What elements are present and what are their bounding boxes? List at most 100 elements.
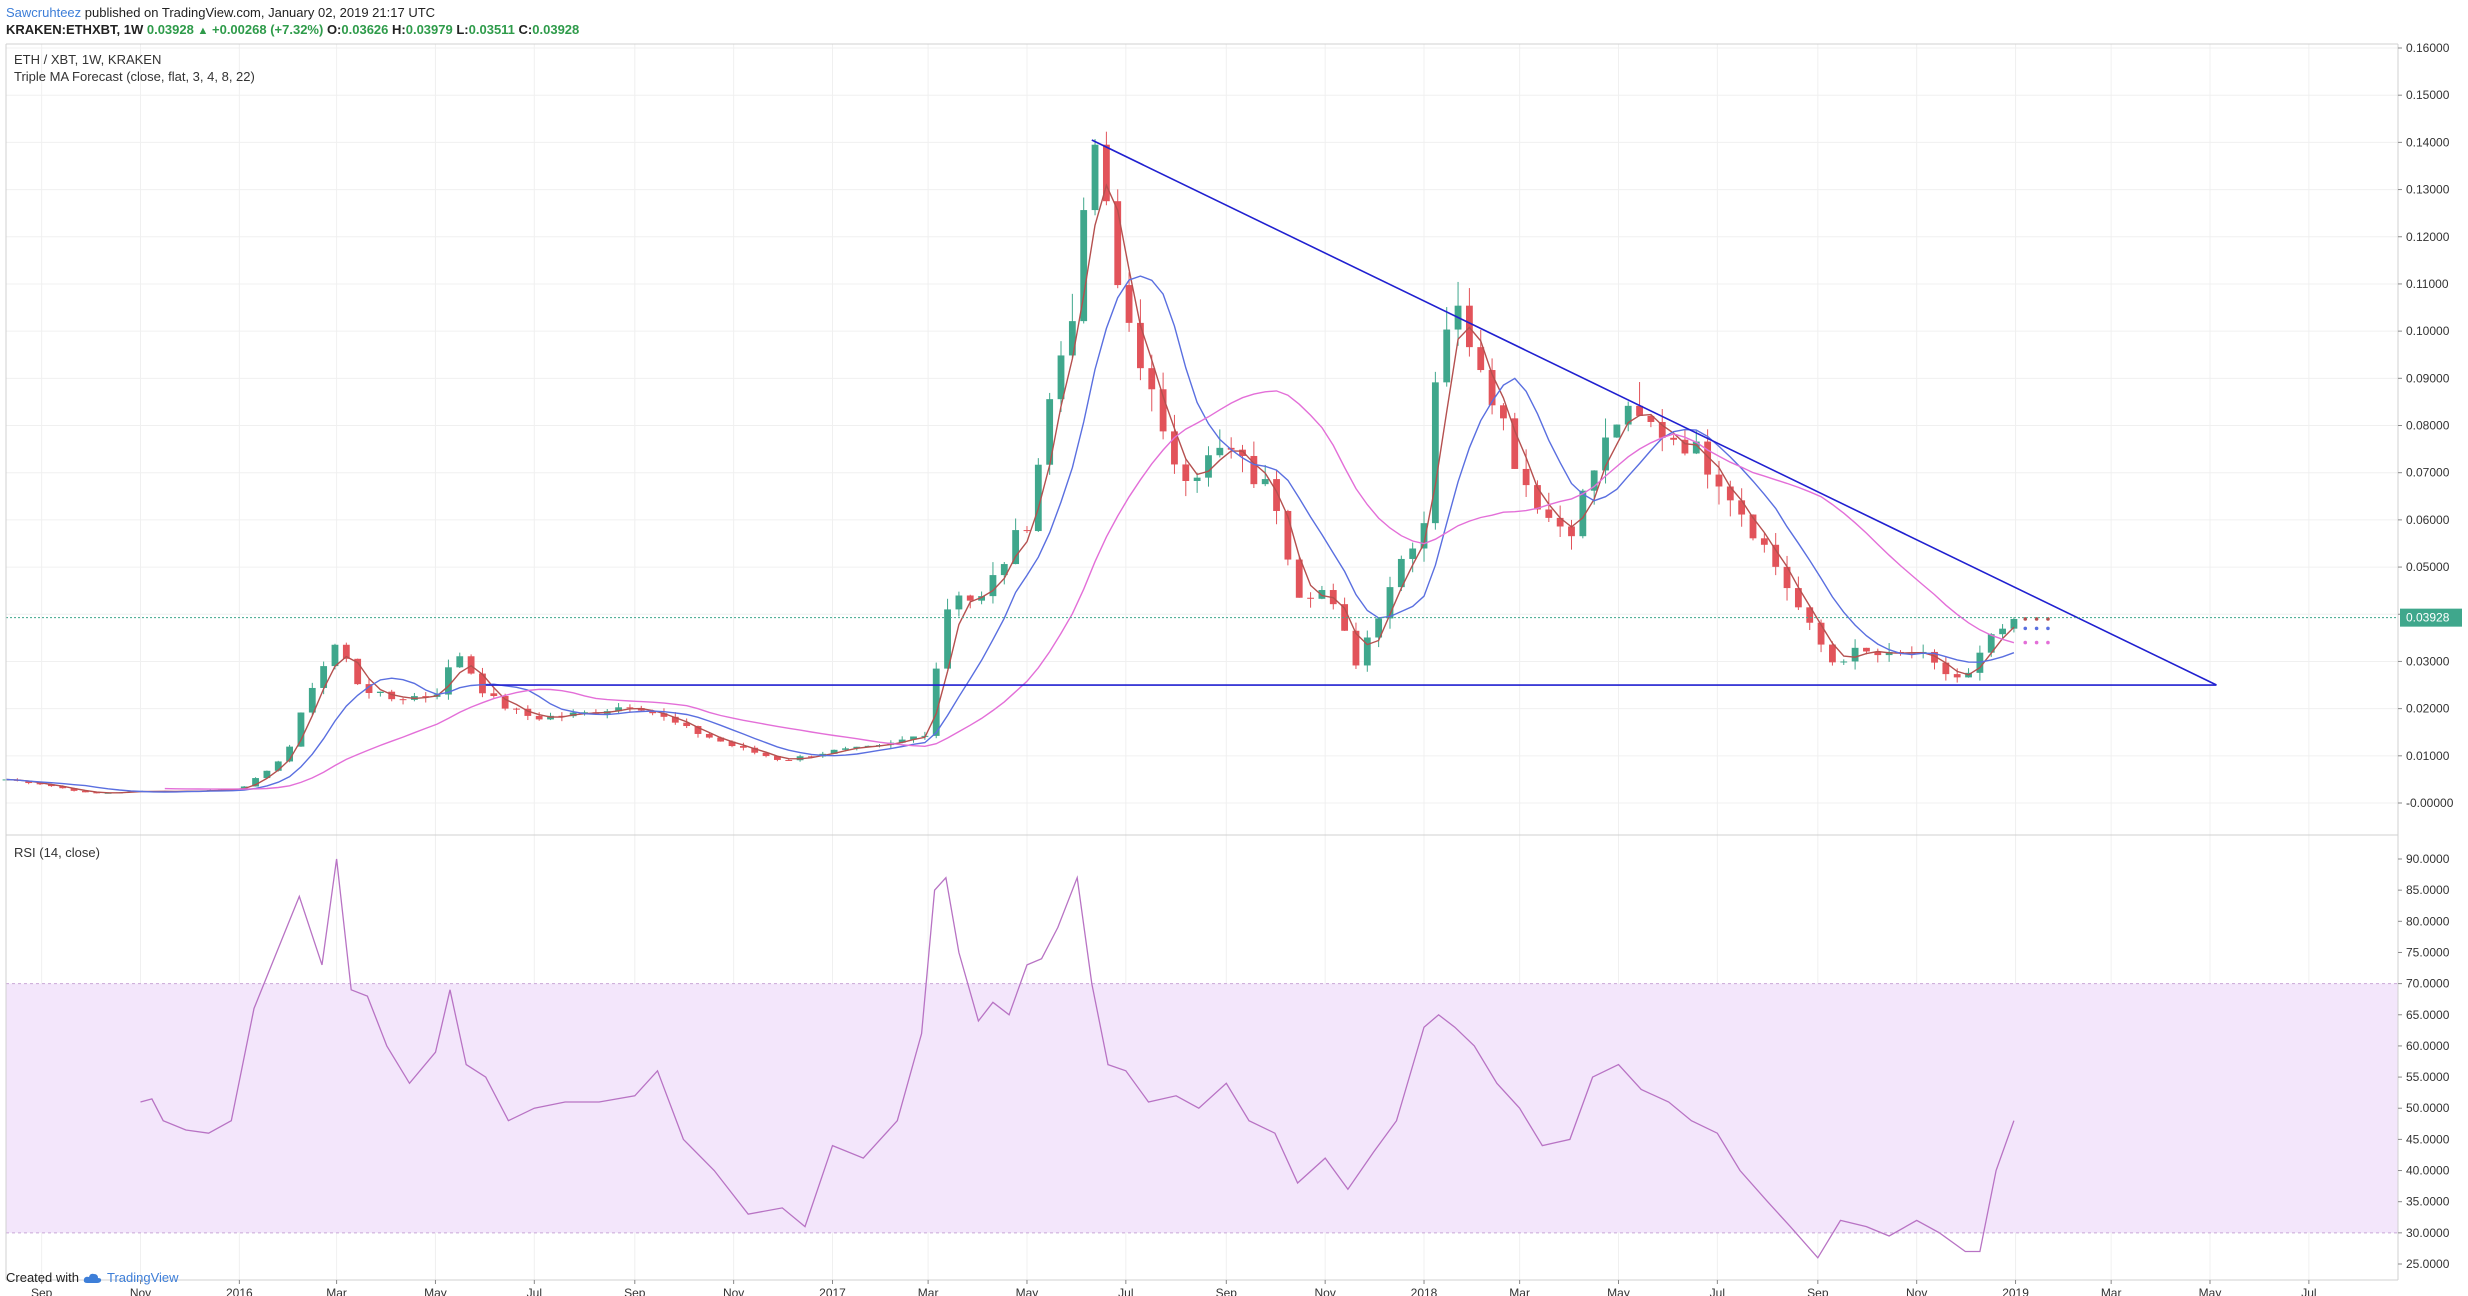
candle-up xyxy=(1624,405,1632,425)
candle-down xyxy=(762,752,770,757)
low-label: L: xyxy=(456,22,469,37)
candle-down xyxy=(671,716,679,723)
price-tick-label: 0.16000 xyxy=(2406,41,2450,55)
candle-up xyxy=(955,595,963,610)
candle-up xyxy=(1409,548,1417,559)
symbol-title: ETH / XBT, 1W, KRAKEN xyxy=(14,52,161,67)
candle-down xyxy=(1897,651,1904,653)
candle-down xyxy=(1534,485,1541,510)
candle-down xyxy=(1794,588,1802,608)
open-label: O: xyxy=(326,22,342,37)
rsi-band xyxy=(6,983,2398,1233)
candle-up xyxy=(581,712,588,714)
candle-down xyxy=(1102,144,1110,202)
candle-up xyxy=(1363,637,1371,666)
candle-up xyxy=(944,609,951,669)
rsi-tick-label: 55.0000 xyxy=(2406,1070,2450,1084)
candle-up xyxy=(1318,590,1326,599)
rsi-tick-label: 65.0000 xyxy=(2406,1008,2450,1022)
close-value-ohlc: 0.03928 xyxy=(532,22,580,37)
candle-up xyxy=(1205,455,1212,478)
time-tick-label: Sep xyxy=(1807,1286,1829,1296)
candle-up xyxy=(1068,321,1076,356)
candle-up xyxy=(1261,479,1269,485)
trendline[interactable] xyxy=(1091,139,2217,686)
price-tick-label: 0.06000 xyxy=(2406,513,2450,527)
candle-down xyxy=(1670,437,1677,440)
candle-down xyxy=(649,710,657,714)
candle-up xyxy=(445,667,452,695)
price-tick-label: 0.14000 xyxy=(2406,135,2450,149)
time-tick-label: Jul xyxy=(527,1286,542,1296)
indicator-label[interactable]: Triple MA Forecast (close, flat, 3, 4, 8… xyxy=(14,69,255,84)
candle-up xyxy=(1216,447,1224,456)
candle-up xyxy=(1443,329,1451,383)
candle-up xyxy=(1080,210,1088,322)
candle-down xyxy=(1239,449,1246,456)
forecast-dot xyxy=(2023,640,2028,645)
forecast-dot xyxy=(2034,640,2039,645)
price-tick-label: 0.09000 xyxy=(2406,371,2450,385)
price-axis[interactable]: 0.16000 0.15000 0.14000 0.13000 0.12000 0.110… xyxy=(2398,41,2454,810)
candle-down xyxy=(1125,285,1133,323)
rsi-tick-label: 70.0000 xyxy=(2406,977,2450,991)
candle-up xyxy=(456,656,464,668)
candle-up xyxy=(853,746,861,749)
candle-down xyxy=(479,673,486,694)
price-tick-label: -0.00000 xyxy=(2406,796,2454,810)
rsi-tick-label: 50.0000 xyxy=(2406,1101,2450,1115)
low-value: 0.03511 xyxy=(468,22,515,37)
candle-down xyxy=(1658,421,1666,438)
candle-down xyxy=(1295,559,1303,598)
candle-down xyxy=(1772,544,1780,567)
candle-up xyxy=(1057,355,1065,400)
candle-down xyxy=(728,741,736,747)
candle-up xyxy=(978,596,986,601)
candle-up xyxy=(898,739,906,743)
candle-up xyxy=(1840,661,1848,663)
candle-up xyxy=(1692,441,1700,454)
candle-down xyxy=(82,790,89,793)
candle-down xyxy=(1511,418,1519,469)
time-tick-label: Nov xyxy=(723,1286,744,1296)
time-tick-label: Nov xyxy=(130,1286,151,1296)
close-label: C: xyxy=(518,22,533,37)
candle-up xyxy=(1431,382,1439,524)
candle-up xyxy=(1999,628,2006,635)
candle-up xyxy=(286,746,294,762)
rsi-tick-label: 25.0000 xyxy=(2406,1257,2450,1271)
candle-up xyxy=(1885,651,1893,656)
candle-down xyxy=(1715,474,1723,487)
time-tick-label: May xyxy=(2199,1286,2222,1296)
rsi-tick-label: 85.0000 xyxy=(2406,883,2450,897)
candle-down xyxy=(354,658,362,685)
candle-down xyxy=(1250,455,1258,485)
time-tick-label: 2017 xyxy=(819,1286,846,1296)
forecast-dot xyxy=(2023,626,2028,631)
rsi-title[interactable]: RSI (14, close) xyxy=(14,845,100,860)
candle-down xyxy=(1148,368,1156,390)
ma-fast-line xyxy=(5,183,2015,794)
candle-down xyxy=(1352,630,1360,666)
tradingview-link[interactable]: TradingView xyxy=(106,1270,179,1285)
time-tick-label: Nov xyxy=(1906,1286,1927,1296)
author-link[interactable]: Sawcruhteez xyxy=(6,5,82,20)
time-tick-label: Mar xyxy=(2101,1286,2122,1296)
candlestick-series xyxy=(2,131,2018,794)
time-tick-label: 2016 xyxy=(226,1286,253,1296)
rsi-tick-label: 45.0000 xyxy=(2406,1132,2450,1146)
candle-down xyxy=(422,696,430,698)
published-text: published on TradingView.com, January 02… xyxy=(84,5,436,20)
candle-down xyxy=(1341,604,1349,631)
candle-down xyxy=(1874,651,1882,656)
candle-down xyxy=(513,708,520,710)
time-axis[interactable]: Sep Nov 2016 Mar May Jul Sep Nov 2017 Mar May Jul Se… xyxy=(31,1280,2317,1296)
candle-down xyxy=(1114,201,1122,286)
high-value: 0.03979 xyxy=(405,22,453,37)
candle-down xyxy=(1863,647,1870,652)
candle-down xyxy=(1500,405,1507,419)
candle-up xyxy=(320,666,328,688)
rsi-axis[interactable]: 90.0000 85.0000 80.0000 75.0000 70.0000 65.00… xyxy=(2398,852,2450,1271)
candle-down xyxy=(1647,415,1655,422)
